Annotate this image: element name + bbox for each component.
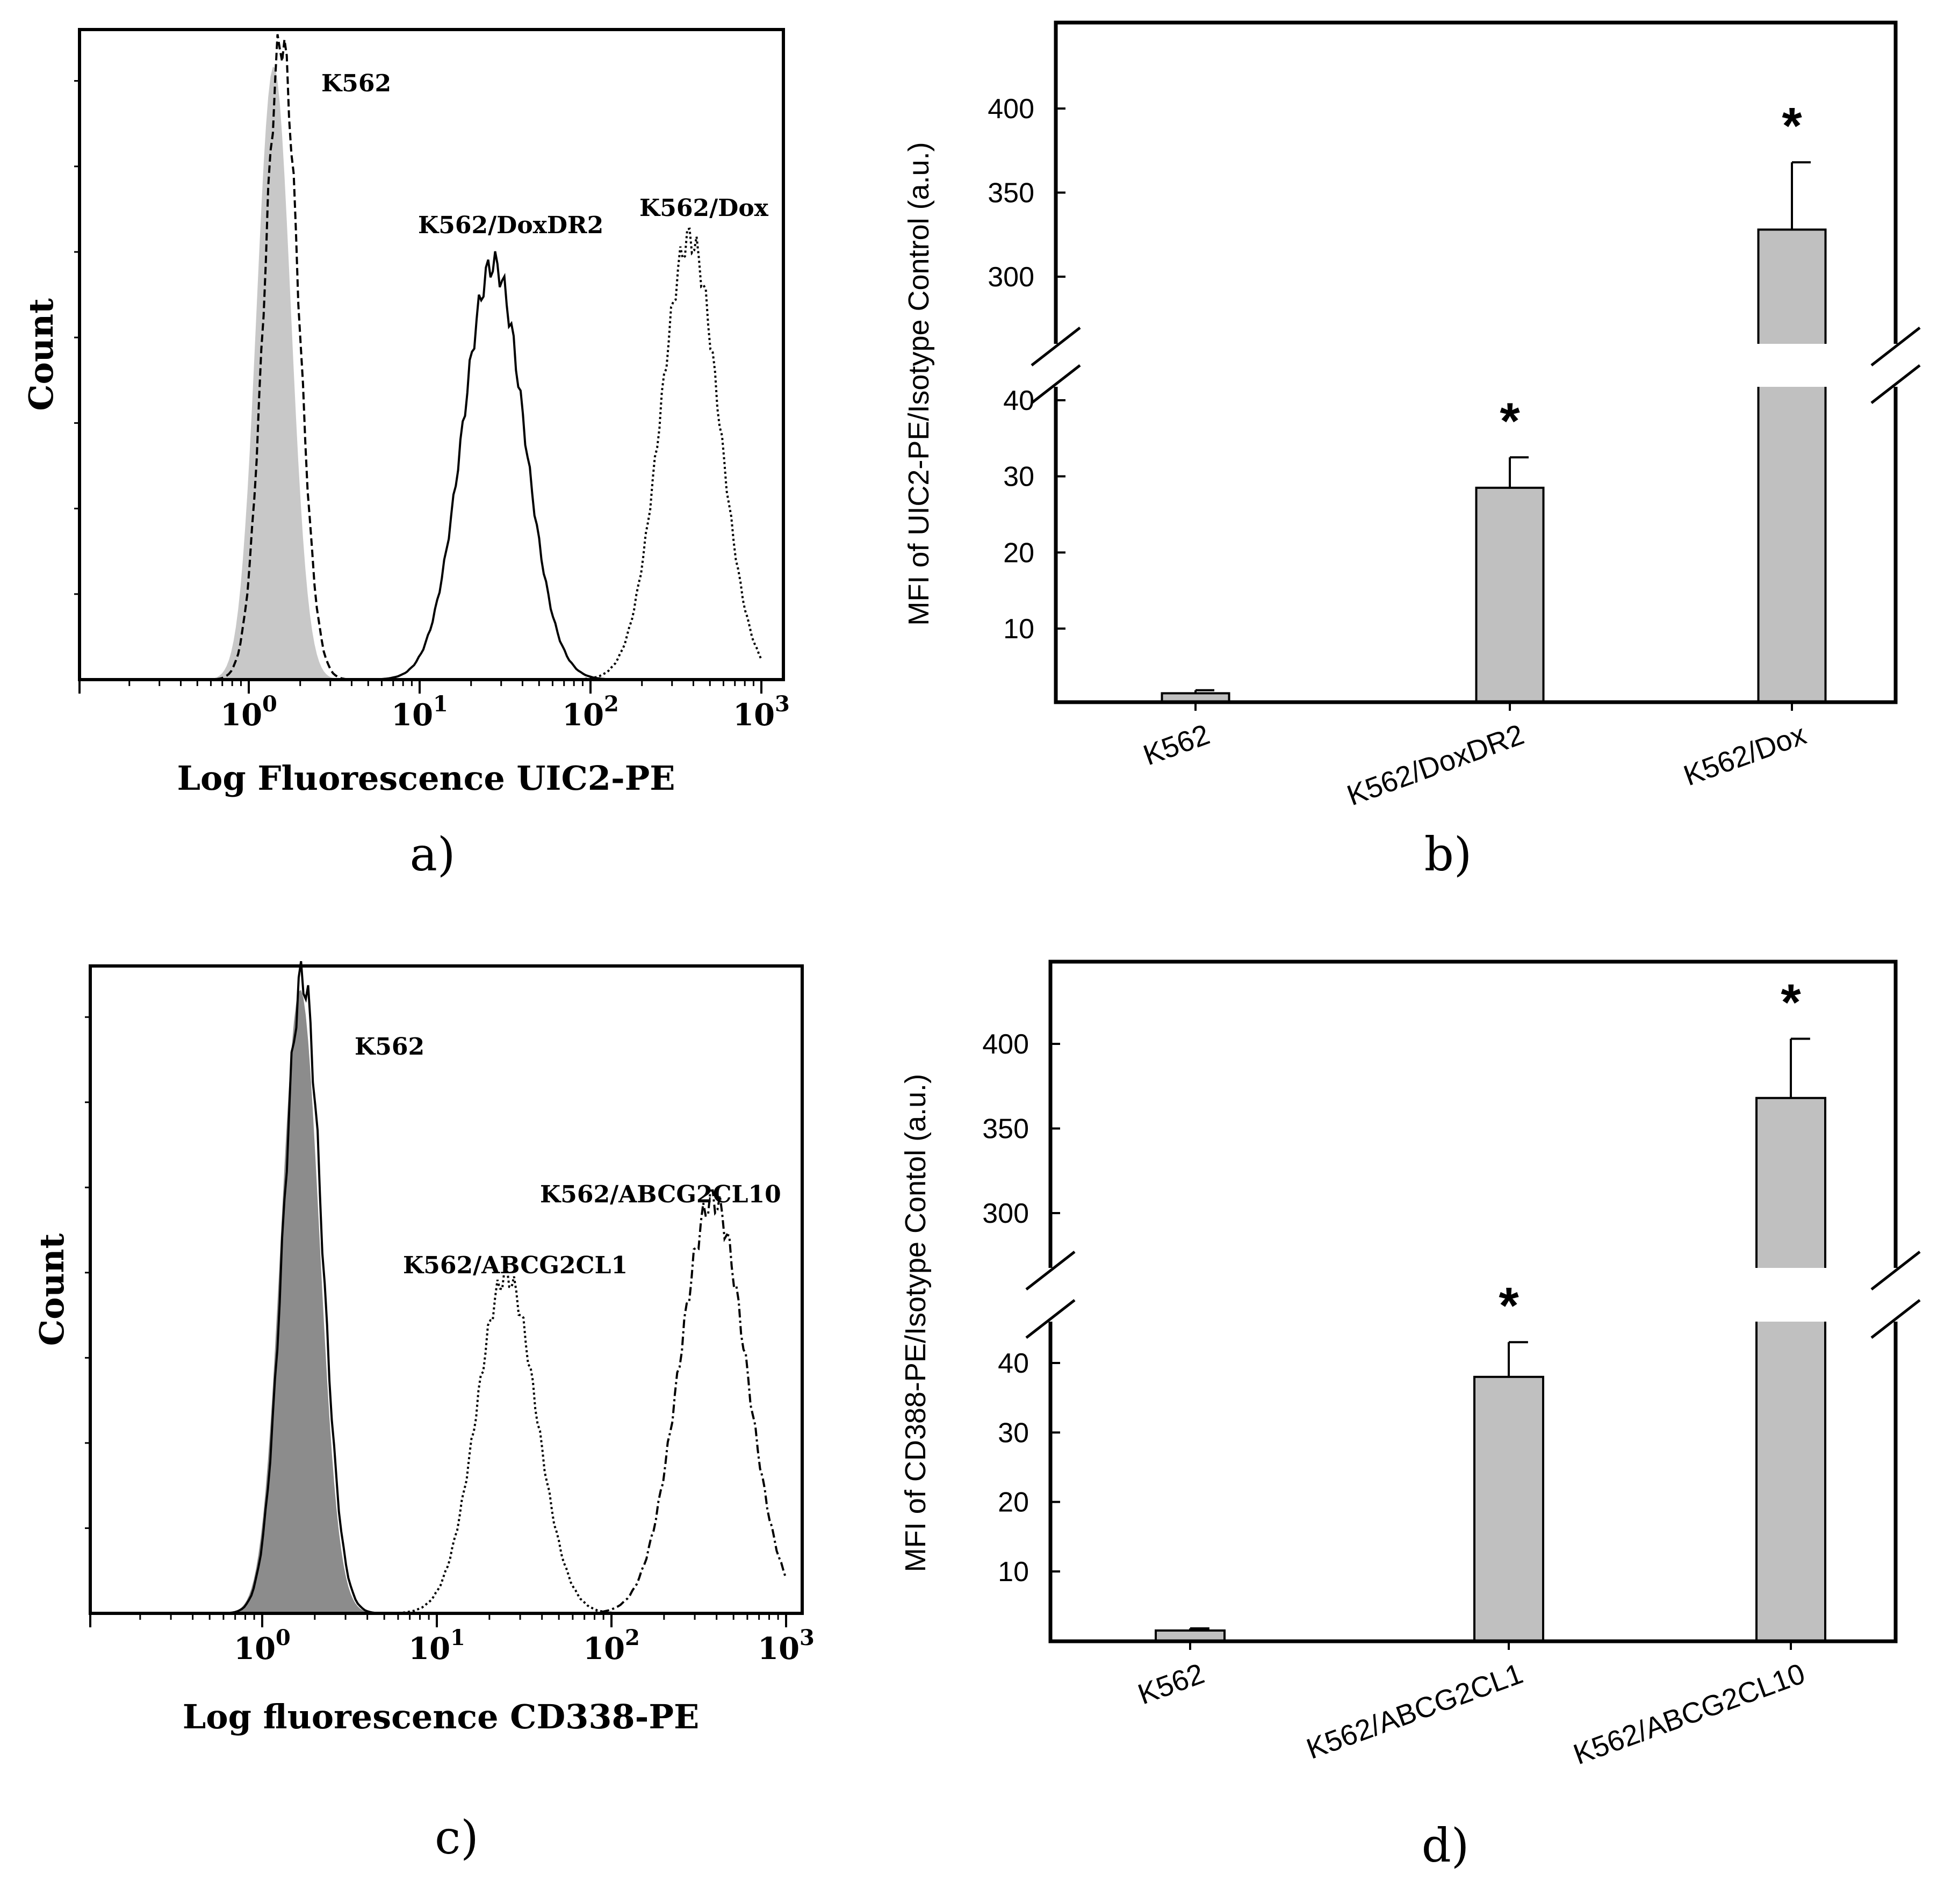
- significance-star: *: [1782, 97, 1802, 155]
- x-tick-base: 10: [733, 697, 775, 733]
- curve-annotation-k562-abcg2cl1: K562/ABCG2CL1: [403, 1252, 628, 1279]
- y-tick-label: 40: [998, 1348, 1029, 1379]
- y-tick-label: 400: [988, 93, 1034, 125]
- x-tick-base: 10: [234, 1631, 276, 1667]
- axis-break-mark: [1870, 1251, 1921, 1290]
- y-tick-label: 30: [998, 1417, 1029, 1448]
- x-tick-base: 10: [583, 1631, 625, 1667]
- panel-letter: a): [410, 828, 456, 882]
- curve-annotation-k562-dox: K562/Dox: [639, 194, 769, 222]
- x-tick-exponent: 1: [433, 691, 448, 717]
- axis-break-mark: [1870, 327, 1921, 366]
- x-tick-exponent: 1: [450, 1625, 465, 1650]
- plot-frame: [78, 28, 785, 681]
- x-axis-label: Log Fluorescence UIC2-PE: [177, 759, 675, 798]
- y-tick-label: 350: [988, 178, 1034, 209]
- category-label-k562-abcg2cl1: K562/ABCG2CL1: [1302, 1657, 1527, 1765]
- significance-star: *: [1781, 974, 1801, 1032]
- x-tick-label: 101: [408, 1625, 465, 1667]
- histogram-curve-isotype-control: [159, 67, 762, 680]
- x-tick-base: 10: [562, 697, 604, 733]
- significance-star: *: [1499, 1277, 1519, 1335]
- bar-upper-segment: [1758, 229, 1826, 344]
- panel-letter: b): [1424, 828, 1472, 882]
- x-tick-exponent: 3: [775, 691, 790, 717]
- y-tick-label: 40: [1003, 385, 1034, 416]
- x-tick-label: 103: [758, 1625, 815, 1667]
- curve-annotation-k562: K562: [321, 70, 391, 97]
- category-label-k562-doxdr2: K562/DoxDR2: [1343, 718, 1528, 812]
- x-tick-base: 10: [220, 697, 262, 733]
- plot-frame-lower: [1054, 387, 1898, 704]
- significance-star: *: [1500, 392, 1520, 450]
- y-axis-label: Count: [21, 298, 61, 411]
- x-tick-exponent: 3: [800, 1625, 815, 1650]
- x-tick-exponent: 2: [604, 691, 619, 717]
- x-tick-label: 101: [391, 691, 448, 733]
- axis-break-mark: [1025, 1251, 1076, 1290]
- x-tick-label: 102: [562, 691, 619, 733]
- x-tick-base: 10: [391, 697, 433, 733]
- y-axis-label: MFI of CD388-PE/Isotype Contol (a.u.): [899, 1074, 932, 1572]
- axis-break-mark: [1870, 364, 1921, 404]
- plot-frame-upper: [1048, 960, 1898, 1268]
- x-tick-label: 103: [733, 691, 790, 733]
- category-label-k562: K562: [1134, 1657, 1208, 1711]
- bar-k562-abcg2cl10: [1756, 1322, 1825, 1641]
- category-label-k562: K562: [1139, 718, 1214, 772]
- panel-letter: d): [1422, 1819, 1470, 1873]
- plot-frame: [89, 964, 804, 1615]
- x-axis-label: Log fluorescence CD338-PE: [183, 1697, 700, 1736]
- bar-chart-b: K562 * K562/DoxDR2 * K562/Dox 10 20 30 40 300 350 4…: [903, 20, 1921, 882]
- bar-k562-dox: [1758, 387, 1826, 702]
- bar-chart-d: K562 * K562/ABCG2CL1 * K562/ABCG2CL10 10 20 30 4…: [899, 960, 1921, 1873]
- category-label-k562-abcg2cl10: K562/ABCG2CL10: [1569, 1657, 1809, 1771]
- y-tick-label: 10: [1003, 614, 1034, 645]
- curve-annotation-k562-abcg2cl10: K562/ABCG2CL10: [540, 1181, 781, 1208]
- y-axis-label: MFI of UIC2-PE/Isotype Control (a.u.): [903, 142, 935, 625]
- x-tick-label: 102: [583, 1625, 640, 1667]
- y-axis-label: Count: [32, 1233, 71, 1346]
- histogram-curve-k562: [171, 961, 786, 1614]
- curve-annotation-k562-doxdr2: K562/DoxDR2: [418, 212, 603, 239]
- y-tick-label: 20: [1003, 537, 1034, 568]
- x-tick-base: 10: [408, 1631, 450, 1667]
- bar-k562-abcg2cl1: [1473, 1375, 1544, 1643]
- y-tick-label: 10: [998, 1556, 1029, 1588]
- x-tick-label: 100: [220, 691, 277, 733]
- axis-break-mark: [1870, 1299, 1921, 1339]
- bar-k562-doxdr2: [1475, 486, 1545, 704]
- plot-frame-upper: [1054, 20, 1898, 344]
- panel-letter: c): [435, 1811, 479, 1865]
- y-tick-label: 30: [1003, 461, 1034, 493]
- curve-annotation-k562: K562: [355, 1033, 424, 1061]
- x-tick-exponent: 0: [276, 1625, 291, 1650]
- axis-break-mark: [1031, 327, 1081, 366]
- x-tick-exponent: 2: [625, 1625, 640, 1650]
- bar-upper-segment: [1756, 1098, 1825, 1268]
- y-tick-label: 300: [982, 1198, 1029, 1229]
- y-tick-label: 20: [998, 1487, 1029, 1518]
- histogram-curve-isotype-control: [171, 990, 787, 1613]
- y-tick-label: 400: [982, 1029, 1029, 1060]
- x-tick-base: 10: [758, 1631, 800, 1667]
- plot-frame-lower: [1048, 1322, 1898, 1643]
- x-tick-label: 100: [234, 1625, 291, 1667]
- axis-break-mark: [1025, 1299, 1076, 1339]
- axis-break-mark: [1031, 364, 1081, 404]
- category-label-k562-dox: K562/Dox: [1680, 718, 1810, 792]
- y-tick-label: 300: [988, 262, 1034, 293]
- y-tick-label: 350: [982, 1114, 1029, 1145]
- x-tick-exponent: 0: [262, 691, 277, 717]
